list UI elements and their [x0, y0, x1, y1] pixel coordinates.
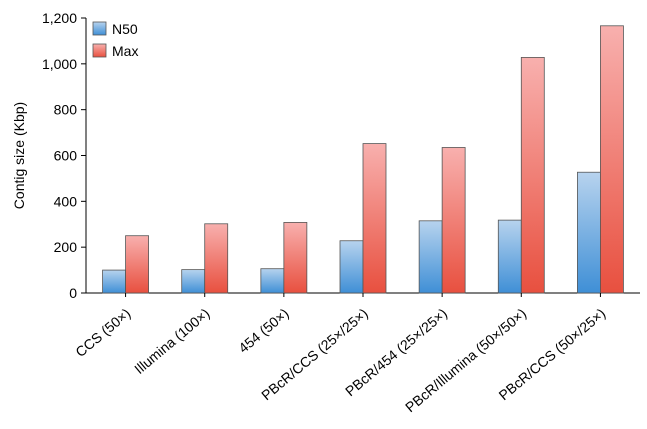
x-tick-label: Illumina (100×)	[131, 305, 213, 377]
legend: N50 Max	[92, 21, 138, 59]
x-axis-labels: CCS (50×)Illumina (100×) 454 (50×)PBcR/CC…	[72, 293, 608, 415]
bar-max-0	[125, 235, 149, 294]
y-tick-label: 800	[54, 102, 78, 118]
y-axis-ticks: 0 200 400 600 800 1,000 1,200	[42, 10, 86, 301]
y-tick-label: 1,200	[42, 10, 77, 26]
y-tick-label: 600	[54, 148, 78, 164]
y-tick-label: 200	[54, 239, 78, 255]
bar-max-2	[283, 222, 308, 294]
bar-n50-4	[418, 220, 443, 294]
legend-swatch-max	[92, 43, 107, 58]
bars	[102, 25, 624, 294]
y-axis-title: Contig size (Kbp)	[11, 102, 27, 209]
y-tick-label: 0	[69, 285, 77, 301]
bar-n50-1	[181, 269, 206, 294]
bar-n50-0	[102, 269, 126, 294]
bar-max-1	[204, 223, 229, 294]
bar-max-3	[362, 143, 387, 294]
bar-max-6	[600, 25, 624, 294]
bar-n50-6	[577, 171, 601, 294]
legend-label-max: Max	[112, 43, 138, 59]
bar-max-4	[441, 147, 466, 294]
x-tick-label: 454 (50×)	[235, 305, 291, 356]
bar-n50-2	[260, 268, 285, 294]
bar-n50-3	[339, 240, 364, 294]
y-tick-label: 1,000	[42, 56, 77, 72]
x-tick-label: CCS (50×)	[72, 305, 133, 360]
bar-max-5	[520, 57, 545, 294]
bar-n50-5	[497, 219, 522, 294]
legend-swatch-n50	[92, 21, 107, 36]
legend-label-n50: N50	[112, 21, 138, 37]
y-tick-label: 400	[54, 193, 78, 209]
